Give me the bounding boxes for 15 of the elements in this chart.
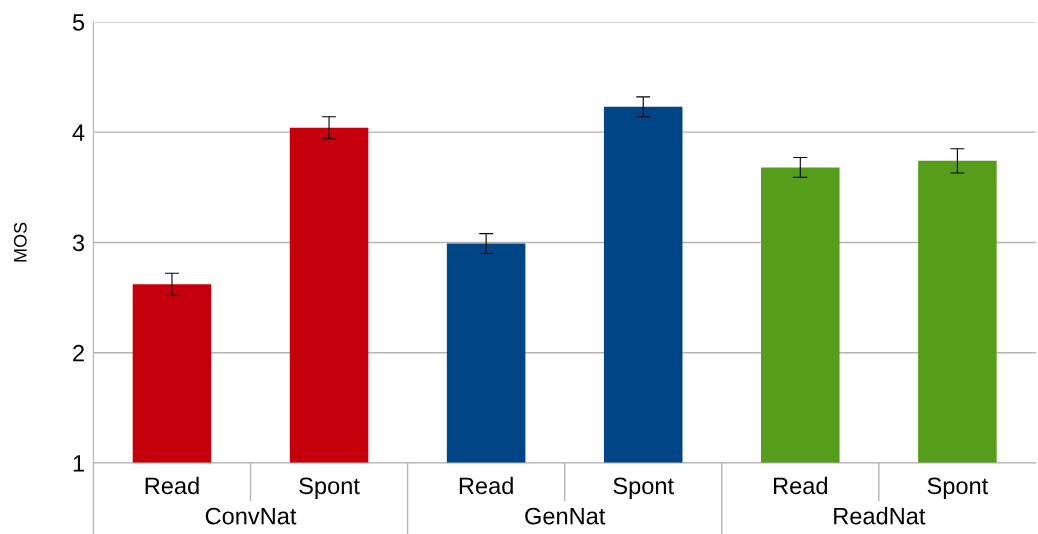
text: ReadNat xyxy=(834,507,926,525)
x-tick-label: Spont xyxy=(927,477,989,499)
y-tick-label: 3 xyxy=(72,234,85,252)
x-tick-label: Spont xyxy=(613,477,674,499)
y-tick-label: 4 xyxy=(72,124,85,141)
text: ConvNat xyxy=(205,507,297,525)
y-tick-label: 5 xyxy=(72,14,85,31)
y-axis-title: MOS xyxy=(13,222,27,262)
x-tick-label: Read xyxy=(459,476,513,495)
y-tick-label: 2 xyxy=(73,344,84,362)
text: GenNat xyxy=(525,507,606,525)
x-tick-label: Read xyxy=(774,476,827,495)
x-tick-label: Spont xyxy=(299,477,360,499)
y-tick-label: 1 xyxy=(73,455,84,472)
x-tick-label: Read xyxy=(145,476,199,495)
